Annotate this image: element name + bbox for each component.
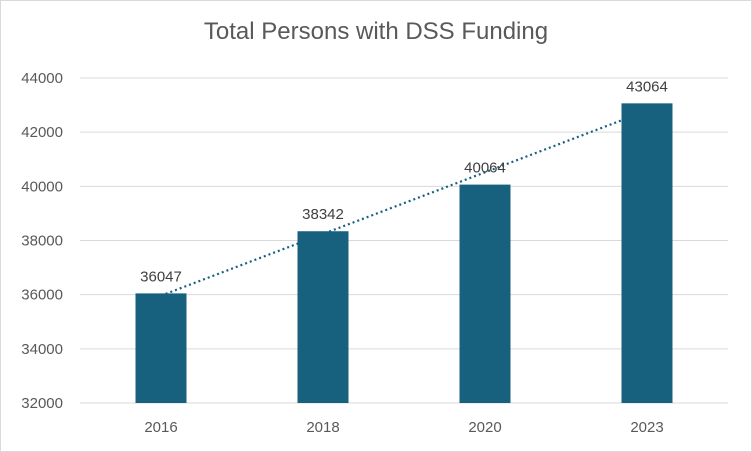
- x-axis-ticks: 2016 2018 2020 2023: [144, 419, 663, 436]
- y-tick-label: 40000: [21, 178, 63, 195]
- data-labels: 36047 38342 40064 43064: [140, 78, 668, 285]
- y-tick-label: 42000: [21, 124, 63, 141]
- x-tick-label: 2016: [144, 419, 177, 436]
- data-label: 43064: [626, 78, 668, 95]
- bar: [135, 293, 187, 403]
- x-tick-label: 2018: [306, 419, 339, 436]
- y-tick-label: 34000: [21, 341, 63, 358]
- bar: [297, 231, 349, 403]
- data-label: 38342: [302, 206, 344, 223]
- y-tick-label: 44000: [21, 70, 63, 87]
- x-tick-label: 2020: [468, 419, 501, 436]
- data-label: 36047: [140, 268, 182, 285]
- data-label: 40064: [464, 160, 506, 177]
- bars: [135, 103, 673, 403]
- bar: [621, 103, 673, 403]
- bar: [459, 184, 511, 403]
- y-tick-label: 32000: [21, 395, 63, 412]
- trendline-group: [160, 109, 648, 297]
- y-axis-ticks: 32000 34000 36000 38000 40000 42000 44000: [21, 70, 63, 412]
- y-tick-label: 38000: [21, 233, 63, 250]
- chart-title: Total Persons with DSS Funding: [203, 18, 549, 45]
- x-tick-label: 2023: [630, 419, 663, 436]
- y-tick-label: 36000: [21, 287, 63, 304]
- gridlines: [80, 77, 728, 404]
- trendline: [160, 109, 648, 297]
